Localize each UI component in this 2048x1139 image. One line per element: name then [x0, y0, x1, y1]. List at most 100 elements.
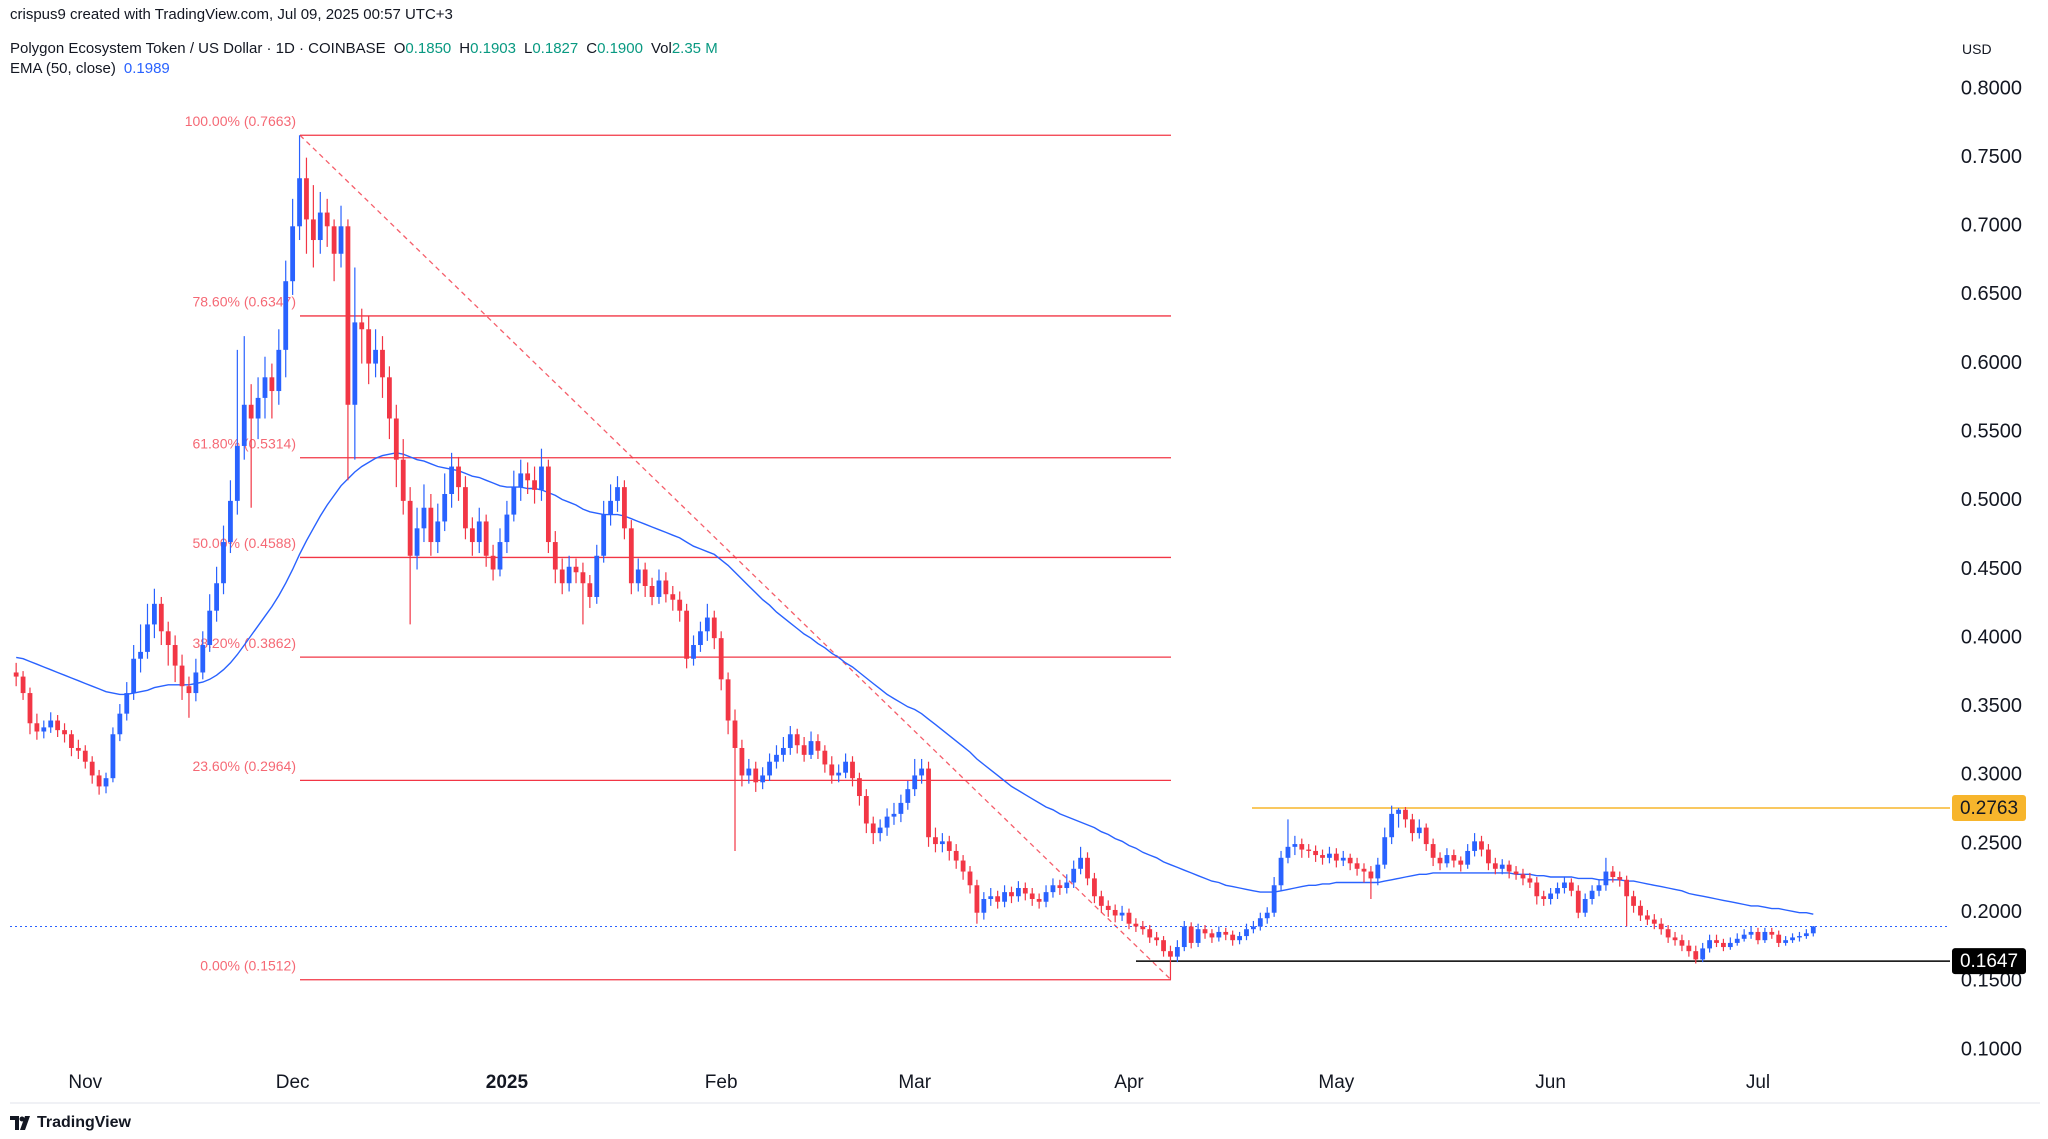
candle-body	[103, 778, 109, 787]
indicator-legend[interactable]: EMA (50, close) 0.1989	[10, 60, 170, 77]
candle-body	[1727, 942, 1733, 948]
candle-body	[1458, 860, 1464, 865]
candle-body	[718, 638, 724, 680]
y-tick-label: 0.2500	[1961, 832, 2022, 854]
candle-body	[290, 226, 296, 282]
candle-body	[1002, 892, 1007, 902]
candle-body	[214, 583, 220, 611]
candle-body	[172, 645, 178, 666]
candle-body	[1292, 844, 1298, 847]
candle-body	[1651, 919, 1657, 924]
candle-body	[269, 377, 275, 392]
x-tick-label: May	[1318, 1072, 1354, 1093]
logo: TradingView	[10, 1114, 131, 1132]
candle-body	[545, 466, 551, 543]
ohlc-label: C	[586, 40, 598, 57]
ohlc-label: O	[393, 40, 406, 57]
candle-body	[414, 528, 420, 556]
candle-body	[373, 349, 378, 364]
candle-body	[1105, 905, 1111, 910]
candle-body	[891, 813, 897, 817]
candle-body	[981, 898, 987, 913]
candle-body	[1403, 809, 1408, 820]
candle-body	[1029, 893, 1035, 899]
candle-body	[780, 747, 786, 755]
candle-body	[684, 610, 690, 659]
candle-body	[1479, 841, 1484, 850]
candle-body	[297, 178, 302, 227]
candle-body	[1264, 912, 1270, 919]
candle-body	[884, 816, 890, 828]
candle-body	[863, 796, 869, 824]
candle-body	[1251, 926, 1256, 930]
candle-body	[207, 610, 213, 646]
fib-label: 78.60% (0.6347)	[192, 294, 296, 310]
candle-body	[1686, 945, 1692, 952]
candle-body	[1112, 909, 1118, 916]
candle-body	[400, 459, 406, 501]
candle-body	[1527, 878, 1533, 883]
candle-body	[1147, 929, 1153, 938]
currency[interactable]: USD	[1962, 41, 1992, 57]
candle-body	[622, 487, 627, 529]
candle-body	[1244, 929, 1249, 937]
candle-body	[41, 727, 47, 732]
candle-body	[497, 542, 503, 570]
candle-body	[1741, 934, 1747, 939]
candle-body	[48, 720, 54, 728]
candle-body	[1679, 940, 1685, 946]
candle-body	[760, 775, 766, 783]
candle-body	[511, 487, 517, 515]
candle-body	[1658, 923, 1664, 930]
candle-body	[988, 896, 994, 899]
candle-body	[158, 603, 164, 632]
candle-body	[1499, 864, 1505, 869]
candle-body	[739, 747, 745, 776]
candle-body	[704, 617, 710, 632]
candle-body	[380, 349, 385, 378]
candle-body	[1513, 871, 1519, 875]
y-tick-label: 0.3500	[1961, 695, 2022, 717]
candle-body	[117, 713, 123, 735]
candle-body	[1299, 844, 1305, 850]
candle-body	[870, 823, 876, 834]
ohlc-label: L	[524, 40, 533, 57]
candle-body	[753, 768, 759, 783]
candle-body	[912, 775, 918, 790]
candle-body	[387, 377, 392, 419]
candle-body	[317, 212, 323, 241]
candle-body	[905, 789, 911, 803]
candle-body	[960, 860, 966, 872]
candle-body	[518, 473, 524, 488]
candle-body	[898, 802, 904, 814]
ema-line	[16, 452, 1814, 915]
candle-body	[1389, 813, 1395, 838]
candle-body	[974, 885, 980, 913]
candle-body	[850, 761, 855, 779]
candle-body	[1098, 896, 1104, 906]
candle-body	[89, 761, 95, 776]
level-label: 0.2763	[1960, 798, 2018, 819]
symbol-legend: Polygon Ecosystem Token / US Dollar · 1D…	[10, 40, 718, 57]
candle-body	[421, 507, 427, 529]
candle-body	[1603, 871, 1609, 886]
y-tick-label: 0.6000	[1961, 352, 2022, 374]
candle-body	[193, 672, 199, 694]
candle-body	[1009, 892, 1014, 897]
y-tick-label: 0.1500	[1961, 970, 2022, 992]
candle-body	[1202, 929, 1208, 934]
candle-body	[933, 837, 938, 845]
candle-body	[1064, 882, 1070, 889]
candle-body	[20, 676, 26, 694]
candle-body	[1638, 905, 1643, 916]
candle-body	[469, 528, 475, 543]
candle-body	[449, 466, 455, 495]
candle-body	[504, 514, 510, 543]
logo-icon	[10, 1116, 30, 1130]
candle-body	[877, 827, 883, 834]
candle-body	[359, 322, 365, 330]
y-tick-label: 0.3000	[1961, 764, 2022, 786]
candle-body	[1320, 855, 1325, 858]
candle-body	[601, 514, 607, 556]
candle-body	[1015, 888, 1021, 897]
